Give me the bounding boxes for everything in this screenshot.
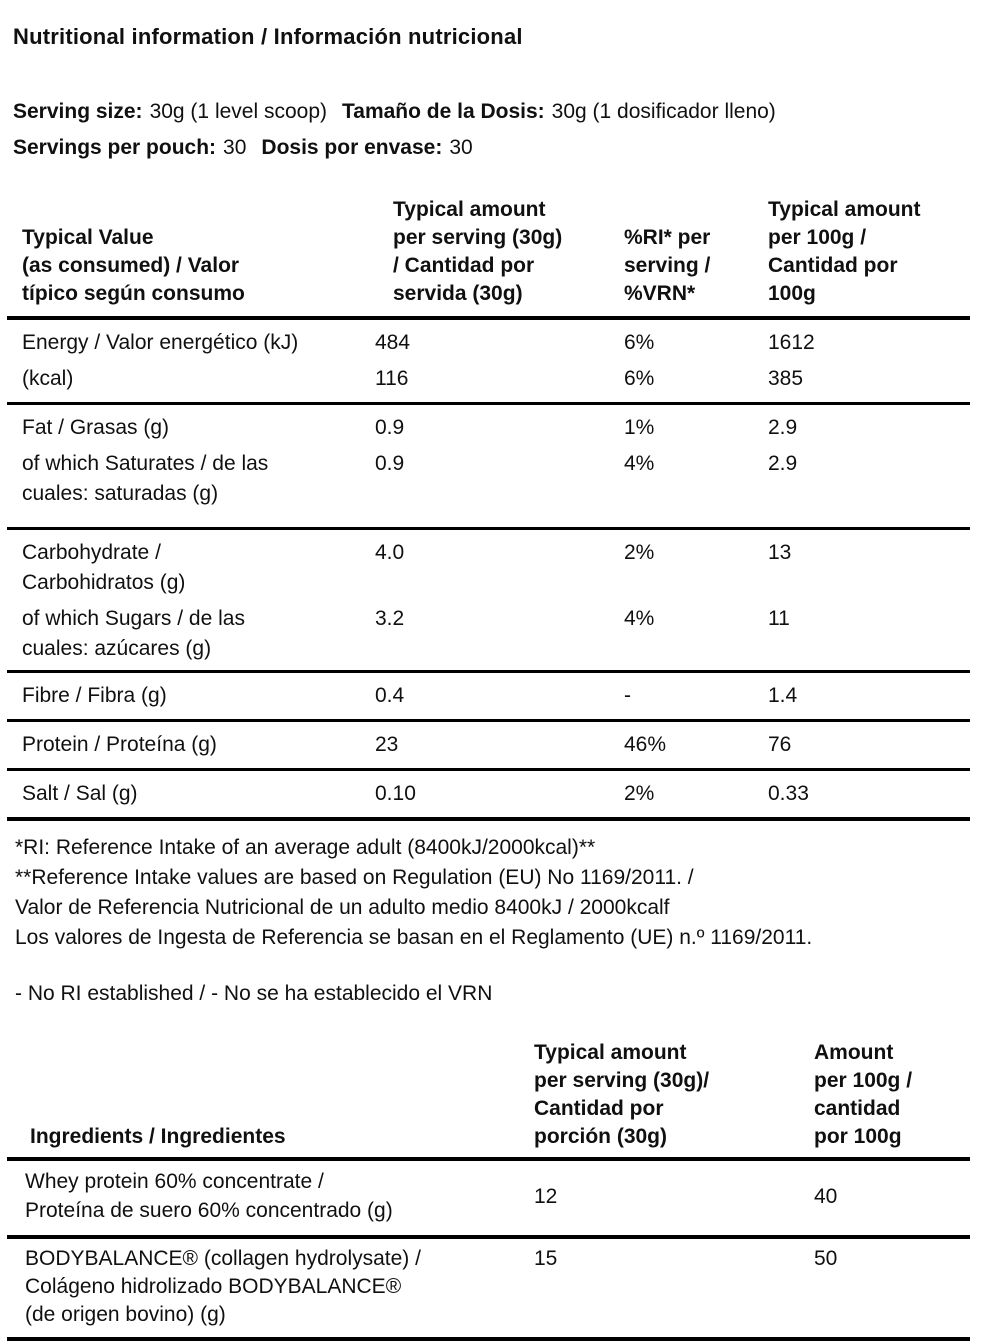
value-per-100g: 1.4 bbox=[752, 671, 970, 722]
ingredient-label: Whey protein 60% concentrate / Proteína … bbox=[7, 1159, 512, 1239]
nutrient-label: of which Sugars / de las cuales: azúcare… bbox=[7, 604, 362, 673]
servings-per-pouch-line: Servings per pouch: 30 Dosis por envase: 30 bbox=[13, 130, 972, 166]
nutrition-table-header-row: Typical Value (as consumed) / Valor típi… bbox=[7, 196, 970, 320]
column-header-ri: %RI* per serving / %VRN* bbox=[607, 196, 752, 320]
nutrition-table: Typical Value (as consumed) / Valor típi… bbox=[7, 196, 970, 821]
value-per-100g: 385 bbox=[752, 358, 970, 405]
table-row-sugars: of which Sugars / de las cuales: azúcare… bbox=[7, 604, 970, 673]
table-row-fat: Fat / Grasas (g) 0.9 1% 2.9 bbox=[7, 404, 970, 444]
ingredient-label: BODYBALANCE® (collagen hydrolysate) / Co… bbox=[7, 1237, 512, 1341]
value-per-100g: 1612 bbox=[768, 331, 815, 354]
table-row-bodybalance: BODYBALANCE® (collagen hydrolysate) / Co… bbox=[7, 1237, 970, 1341]
value-ri: 2% bbox=[607, 769, 752, 821]
serving-size-label-en: Serving size: bbox=[13, 100, 143, 123]
ingredient-per-serving: 15 bbox=[512, 1237, 792, 1341]
table-row-whey-protein: Whey protein 60% concentrate / Proteína … bbox=[7, 1159, 970, 1239]
ingredients-table-header-row: Ingredients / Ingredientes Typical amoun… bbox=[7, 1039, 970, 1161]
nutrient-label: (kcal) bbox=[7, 358, 362, 405]
nutrient-label: Salt / Sal (g) bbox=[7, 769, 362, 821]
value-ri: 1% bbox=[624, 416, 655, 439]
value-ri: 4% bbox=[607, 443, 752, 530]
serving-size-value-en: 30g (1 level scoop) bbox=[149, 100, 327, 123]
ingredients-table: Ingredients / Ingredientes Typical amoun… bbox=[7, 1039, 970, 1341]
table-row-energy-kcal: (kcal) 116 6% 385 bbox=[7, 358, 970, 405]
value-per-serving: 0.4 bbox=[362, 671, 607, 722]
value-ri: 46% bbox=[607, 720, 752, 771]
nutrient-label: Fibre / Fibra (g) bbox=[7, 671, 362, 722]
nutrient-label: Protein / Proteína (g) bbox=[7, 720, 362, 771]
nutrient-label: Carbohydrate / Carbohidratos (g) bbox=[22, 541, 186, 594]
table-row-salt: Salt / Sal (g) 0.10 2% 0.33 bbox=[7, 769, 970, 821]
value-ri: 2% bbox=[624, 541, 655, 564]
value-ri: 6% bbox=[607, 358, 752, 405]
table-row-carbohydrate: Carbohydrate / Carbohidratos (g) 4.0 2% … bbox=[7, 529, 970, 605]
value-per-serving: 0.10 bbox=[362, 769, 607, 821]
column-header-ingredient-per-100g: Amount per 100g / cantidad por 100g bbox=[792, 1039, 970, 1161]
servings-per-pouch-value-en: 30 bbox=[223, 136, 247, 159]
value-per-serving: 0.9 bbox=[362, 443, 607, 530]
ri-footnotes: *RI: Reference Intake of an average adul… bbox=[15, 836, 813, 949]
column-header-per-100g: Typical amount per 100g / Cantidad por 1… bbox=[752, 196, 970, 320]
value-per-serving: 116 bbox=[362, 358, 607, 405]
table-row-saturates: of which Saturates / de las cuales: satu… bbox=[7, 443, 970, 530]
value-per-serving: 484 bbox=[375, 331, 411, 354]
value-per-100g: 0.33 bbox=[752, 769, 970, 821]
value-ri: - bbox=[607, 671, 752, 722]
ingredient-per-100g: 40 bbox=[792, 1159, 970, 1239]
ingredient-per-serving: 12 bbox=[512, 1159, 792, 1239]
nutrient-label: Energy / Valor energético (kJ) bbox=[22, 331, 299, 354]
page-title: Nutritional information / Información nu… bbox=[13, 24, 523, 49]
value-per-serving: 4.0 bbox=[375, 541, 405, 564]
value-per-serving: 0.9 bbox=[375, 416, 405, 439]
value-per-100g: 13 bbox=[768, 541, 792, 564]
nutrient-label: of which Saturates / de las cuales: satu… bbox=[7, 443, 362, 530]
table-row-fibre: Fibre / Fibra (g) 0.4 - 1.4 bbox=[7, 671, 970, 722]
value-per-serving: 3.2 bbox=[362, 604, 607, 673]
value-per-100g: 76 bbox=[752, 720, 970, 771]
no-ri-note: - No RI established / - No se ha estable… bbox=[15, 982, 493, 1005]
value-ri: 6% bbox=[624, 331, 655, 354]
column-header-per-serving: Typical amount per serving (30g) / Canti… bbox=[362, 196, 607, 320]
servings-per-pouch-label-es: Dosis por envase: bbox=[261, 136, 443, 159]
value-per-100g: 2.9 bbox=[752, 443, 970, 530]
nutrient-label: Fat / Grasas (g) bbox=[22, 416, 170, 439]
serving-info-block: Serving size: 30g (1 level scoop) Tamaño d… bbox=[13, 94, 972, 166]
value-per-serving: 23 bbox=[362, 720, 607, 771]
value-ri: 4% bbox=[607, 604, 752, 673]
table-row-energy-kj: Energy / Valor energético (kJ) 484 6% 16… bbox=[7, 318, 970, 358]
servings-per-pouch-value-es: 30 bbox=[449, 136, 473, 159]
value-per-100g: 2.9 bbox=[768, 416, 798, 439]
serving-size-label-es: Tamaño de la Dosis: bbox=[342, 100, 545, 123]
column-header-typical-value: Typical Value (as consumed) / Valor típi… bbox=[7, 196, 362, 320]
servings-per-pouch-label-en: Servings per pouch: bbox=[13, 136, 217, 159]
value-per-100g: 11 bbox=[752, 604, 970, 673]
column-header-ingredient-per-serving: Typical amount per serving (30g)/ Cantid… bbox=[512, 1039, 792, 1161]
serving-size-line: Serving size: 30g (1 level scoop) Tamaño d… bbox=[13, 94, 972, 130]
ingredient-per-100g: 50 bbox=[792, 1237, 970, 1341]
column-header-ingredients: Ingredients / Ingredientes bbox=[7, 1039, 512, 1161]
table-row-protein: Protein / Proteína (g) 23 46% 76 bbox=[7, 720, 970, 771]
serving-size-value-es: 30g (1 dosificador lleno) bbox=[551, 100, 776, 123]
